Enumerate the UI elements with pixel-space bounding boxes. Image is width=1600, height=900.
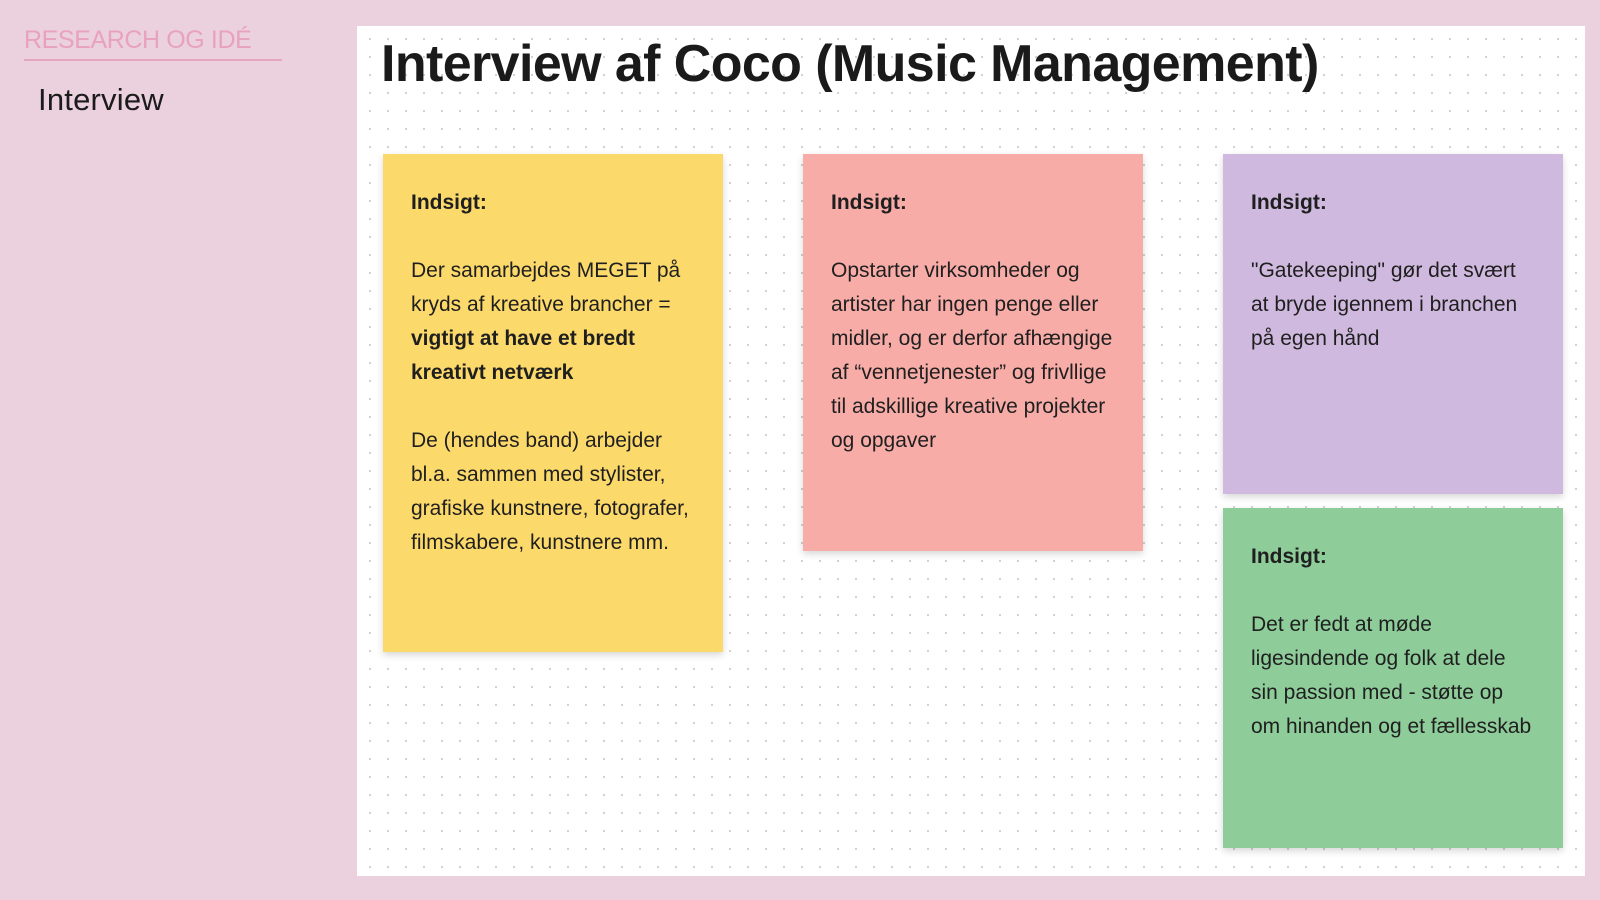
note-label: Indsigt: [1251,545,1327,568]
sticky-note-community[interactable]: Indsigt: Det er fedt at møde ligesindend… [1223,508,1563,848]
note-text: "Gatekeeping" gør det svært at bryde ige… [1251,259,1518,350]
note-label: Indsigt: [831,191,907,214]
sticky-note-gatekeeping[interactable]: Indsigt: "Gatekeeping" gør det svært at … [1223,154,1563,494]
note-text: Der samarbejdes MEGET på kryds af kreati… [411,254,695,390]
section-title: RESEARCH OG IDÉ [24,26,282,61]
note-text: Det er fedt at møde ligesindende og folk… [1251,613,1532,738]
note-text-secondary: De (hendes band) arbejder bl.a. sammen m… [411,429,689,554]
sticky-note-collaboration[interactable]: Indsigt: Der samarbejdes MEGET på kryds … [383,154,723,652]
note-label: Indsigt: [411,191,487,214]
sidebar-item-interview[interactable]: Interview [38,82,164,117]
note-text-regular: Der samarbejdes MEGET på kryds af kreati… [411,259,681,316]
sticky-note-funding[interactable]: Indsigt: Opstarter virksomheder og artis… [803,154,1143,551]
whiteboard: Interview af Coco (Music Management) Ind… [357,26,1585,876]
sidebar: RESEARCH OG IDÉ Interview [0,0,357,900]
note-label: Indsigt: [1251,191,1327,214]
note-text-bold: vigtigt at have et bredt kreativt netvær… [411,327,636,384]
note-text: Opstarter virksomheder og artister har i… [831,259,1113,452]
page-title: Interview af Coco (Music Management) [381,35,1319,93]
